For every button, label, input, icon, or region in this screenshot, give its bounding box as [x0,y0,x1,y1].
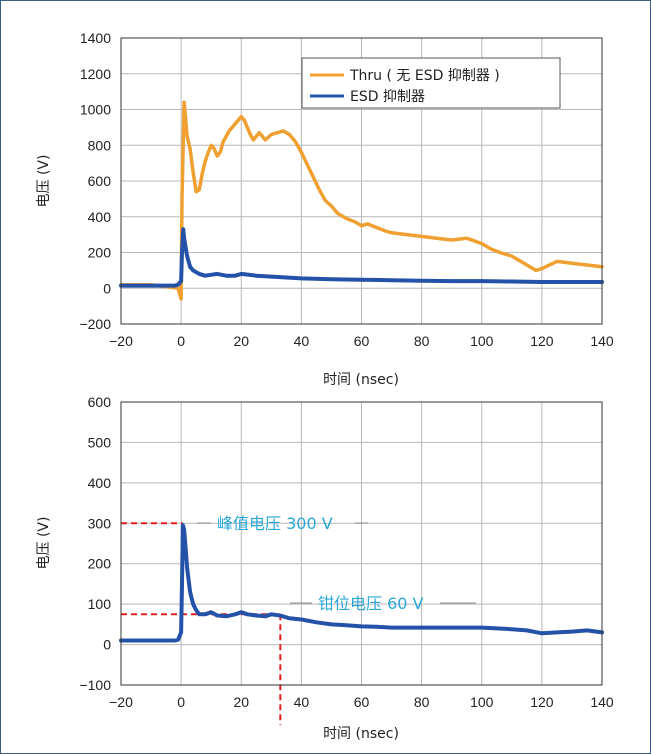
top-x-tick-labels: −20 0 20 40 60 80 100 120 140 [109,333,614,349]
y-tick-label: 1000 [80,102,111,118]
x-tick-label: 100 [470,694,494,710]
clamp-annotation: 钳位电压 60 V [290,594,476,613]
y-tick-label: 200 [88,556,112,572]
x-tick-label: −20 [109,333,133,349]
top-y-axis-label: 电压 (V) [36,155,52,208]
legend-label-thru: Thru ( 无 ESD 抑制器 ) [349,68,500,84]
bottom-x-tick-labels: −20 0 20 40 60 80 100 120 140 [109,694,614,710]
series-line-esd [119,227,604,288]
y-tick-label: 400 [88,209,112,225]
x-tick-label: 0 [177,694,185,710]
top-plot-border [120,37,603,325]
x-tick-label: 120 [530,694,554,710]
x-tick-label: 60 [354,694,370,710]
y-tick-label: 1200 [80,66,111,82]
x-tick-label: −20 [109,694,133,710]
series-line-esd [119,523,604,643]
x-tick-label: 80 [414,694,430,710]
x-tick-label: 0 [177,333,185,349]
top-x-axis-label: 时间 (nsec) [323,372,399,388]
x-tick-label: 40 [294,694,310,710]
x-tick-label: 40 [294,333,310,349]
y-tick-label: 500 [88,434,112,450]
legend-label-esd: ESD 抑制器 [350,89,425,105]
x-tick-label: 80 [414,333,430,349]
x-tick-label: 20 [233,694,249,710]
y-tick-label: 800 [88,137,112,153]
y-tick-label: 1400 [80,30,111,46]
legend: Thru ( 无 ESD 抑制器 ) ESD 抑制器 [301,57,561,109]
x-tick-label: 100 [470,333,494,349]
bottom-grid [120,401,603,686]
y-tick-label: 100 [88,596,112,612]
bottom-annotation-lines [121,522,282,725]
y-tick-label: −100 [79,677,111,693]
y-tick-label: 300 [88,515,112,531]
series-line-thru [119,100,604,301]
clamp-voltage-annotation: 钳位电压 60 V [318,594,424,613]
x-tick-label: 120 [530,333,554,349]
bottom-plot-border [120,401,603,686]
x-tick-label: 60 [354,333,370,349]
y-tick-label: −200 [79,316,111,332]
x-tick-label: 20 [233,333,249,349]
y-tick-label: 0 [103,637,111,653]
bottom-series [119,523,604,643]
y-tick-label: 200 [88,245,112,261]
peak-voltage-annotation: 峰值电压 300 V [217,514,333,533]
y-tick-label: 600 [88,173,112,189]
legend-box [301,57,561,109]
x-tick-label: 140 [590,333,614,349]
top-series [119,100,604,301]
x-tick-label: 140 [590,694,614,710]
bottom-y-tick-labels: −100 0 100 200 300 400 500 600 [79,394,111,693]
bottom-chart: −100 0 100 200 300 400 500 600 −20 0 20 40 60 80 100 1… [36,394,614,742]
y-tick-label: 0 [103,280,111,296]
y-tick-label: 600 [88,394,112,410]
y-tick-label: 400 [88,475,112,491]
bottom-y-axis-label: 电压 (V) [36,517,52,570]
top-y-tick-labels: −200 0 200 400 600 800 1000 1200 1400 [79,30,111,332]
bottom-x-axis-label: 时间 (nsec) [323,726,399,742]
peak-annotation: 峰值电压 300 V [197,514,368,533]
